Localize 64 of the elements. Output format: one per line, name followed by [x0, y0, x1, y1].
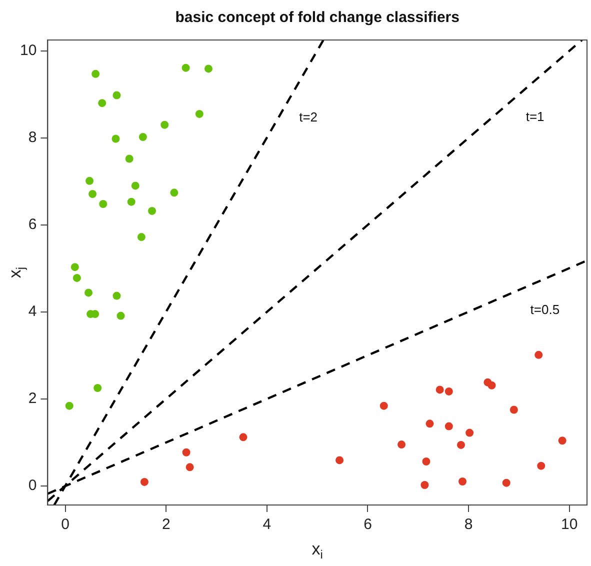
point — [182, 64, 190, 72]
point — [99, 200, 108, 208]
point — [204, 64, 212, 73]
x-tick-label: 0 — [61, 516, 70, 534]
point — [558, 436, 566, 445]
point — [140, 478, 148, 486]
point — [112, 292, 121, 300]
point — [398, 440, 406, 449]
point — [84, 288, 93, 297]
y-tick-label: 2 — [28, 390, 37, 408]
point — [436, 386, 444, 394]
chart-title: basic concept of fold change classifiers — [175, 9, 460, 26]
point — [65, 402, 74, 410]
point — [131, 182, 140, 190]
point — [98, 99, 106, 108]
point — [88, 190, 97, 198]
y-tick-label: 4 — [28, 303, 37, 320]
y-tick-label: 10 — [20, 42, 37, 60]
point — [138, 133, 147, 141]
point — [148, 206, 156, 215]
point — [537, 462, 546, 470]
point — [534, 350, 543, 359]
y-tick-label: 0 — [28, 477, 37, 494]
point — [92, 70, 100, 78]
point — [186, 463, 194, 472]
point — [488, 381, 496, 390]
point — [458, 478, 467, 486]
series-label: t=0.5 — [530, 302, 560, 318]
point — [116, 312, 125, 320]
y-axis-title: xj — [6, 266, 28, 278]
point — [112, 91, 121, 100]
point — [420, 480, 429, 489]
y-tick-label: 6 — [28, 216, 37, 234]
y-tick-label: 8 — [28, 129, 37, 146]
point — [195, 110, 204, 118]
point — [502, 478, 510, 487]
point — [510, 406, 518, 414]
x-tick-label: 2 — [162, 516, 170, 534]
point — [182, 448, 190, 456]
point — [94, 384, 102, 392]
point — [72, 274, 81, 282]
point — [444, 387, 453, 396]
point — [86, 176, 94, 185]
point — [70, 263, 79, 272]
point — [125, 154, 134, 163]
point — [170, 188, 178, 197]
point — [456, 440, 465, 449]
series-label: t=1 — [526, 108, 544, 124]
x-tick-label: 6 — [364, 516, 372, 534]
series-label: t=2 — [299, 109, 318, 124]
point — [112, 134, 120, 143]
x-tick-label: 4 — [262, 516, 272, 534]
point — [239, 433, 248, 442]
point — [466, 428, 474, 437]
point — [127, 198, 136, 206]
point — [444, 422, 453, 430]
point — [426, 420, 434, 428]
point — [380, 402, 388, 410]
x-tick-label: 8 — [464, 516, 473, 534]
point — [137, 233, 146, 242]
point — [336, 456, 344, 464]
x-tick-label: 10 — [561, 516, 578, 534]
point — [160, 120, 169, 129]
point — [422, 458, 430, 466]
